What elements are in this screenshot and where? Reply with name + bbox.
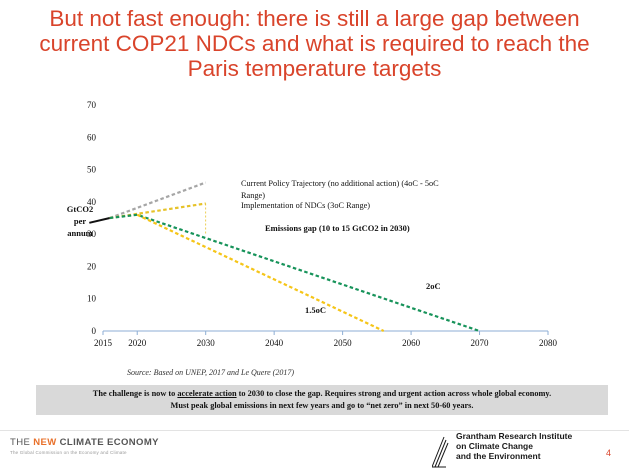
y-tick-label: 20 (87, 261, 97, 271)
y-axis-label-line-2: per (74, 216, 87, 226)
title-line-3: Paris temperature targets (187, 56, 442, 81)
emissions-chart: 2015 2020 2030 2040 2050 2060 2070 208001020304… (67, 100, 558, 348)
x-tick-label: 2050 (334, 338, 353, 348)
callout-part-2: to 2030 to close the gap. Requires stron… (236, 389, 552, 398)
x-tick-label: 2060 (402, 338, 421, 348)
chart-source: Source: Based on UNEP, 2017 and Le Quere… (127, 368, 295, 377)
x-tick-label: 2070 (471, 338, 490, 348)
gri-line-1: Grantham Research Institute (456, 431, 573, 441)
nce-name: THE NEW CLIMATE ECONOMY (10, 437, 159, 448)
page-number: 4 (606, 448, 612, 458)
annotation-ndc: Implementation of NDCs (3oC Range) (241, 201, 370, 210)
grantham-institute-name: Grantham Research Institute on Climate C… (446, 431, 572, 461)
annotation-1-5oc: 1.5oC (305, 305, 326, 315)
annotation-2oc: 2oC (426, 281, 441, 291)
nce-new: NEW (33, 437, 57, 448)
title-line-2: current COP21 NDCs and what is required … (39, 31, 590, 56)
x-tick-label: 2030 (197, 338, 216, 348)
challenge-callout: The challenge is now to accelerate actio… (36, 385, 608, 415)
chart-axes: 2015 2020 2030 2040 2050 2060 2070 208001020304… (87, 100, 558, 348)
series-line-2 (109, 202, 206, 220)
y-tick-label: 0 (92, 326, 97, 336)
nce-rest: CLIMATE ECONOMY (56, 437, 159, 448)
nce-the: THE (10, 437, 34, 448)
series-line-3 (109, 213, 480, 333)
footer-divider (0, 430, 629, 431)
x-tick-label: 2020 (128, 338, 147, 348)
nce-tagline: The Global Commission on the Economy and… (10, 450, 127, 455)
series-line-4 (136, 213, 385, 332)
callout-part-1: The challenge is now to (92, 389, 178, 398)
y-tick-label: 40 (87, 197, 97, 207)
y-tick-label: 10 (87, 294, 97, 304)
x-tick-label: 2080 (539, 338, 558, 348)
series-line-1 (109, 181, 207, 220)
annotation-emissions-gap: Emissions gap (10 to 15 GtCO2 in 2030) (265, 223, 410, 233)
callout-line-2: Must peak global emissions in next few y… (170, 401, 474, 410)
x-tick-label: 2015 (94, 338, 113, 348)
y-axis-label-line-1: GtCO2 (67, 204, 93, 214)
chart-series (89, 181, 480, 333)
grantham-institute-logo-icon (432, 436, 449, 468)
annotation-current-policy-line-2: Range) (241, 191, 265, 200)
callout-underlined: accelerate action (177, 389, 237, 398)
title-line-1: But not fast enough: there is still a la… (49, 6, 580, 31)
new-climate-economy-logo: THE NEW CLIMATE ECONOMY The Global Commi… (10, 437, 159, 455)
y-tick-label: 60 (87, 132, 97, 142)
x-tick-label: 2040 (265, 338, 284, 348)
gri-line-2: on Climate Change (456, 441, 533, 451)
series-line-0 (89, 217, 111, 224)
annotation-current-policy-line-1: Current Policy Trajectory (no additional… (241, 179, 439, 188)
y-tick-label: 50 (87, 165, 97, 175)
callout-line-1: The challenge is now to accelerate actio… (36, 388, 608, 400)
y-axis-label-line-3: annum (67, 228, 93, 238)
slide-title: But not fast enough: there is still a la… (0, 6, 629, 81)
gri-line-3: and the Environment (456, 451, 541, 461)
y-tick-label: 30 (87, 229, 97, 239)
y-tick-label: 70 (87, 100, 97, 110)
